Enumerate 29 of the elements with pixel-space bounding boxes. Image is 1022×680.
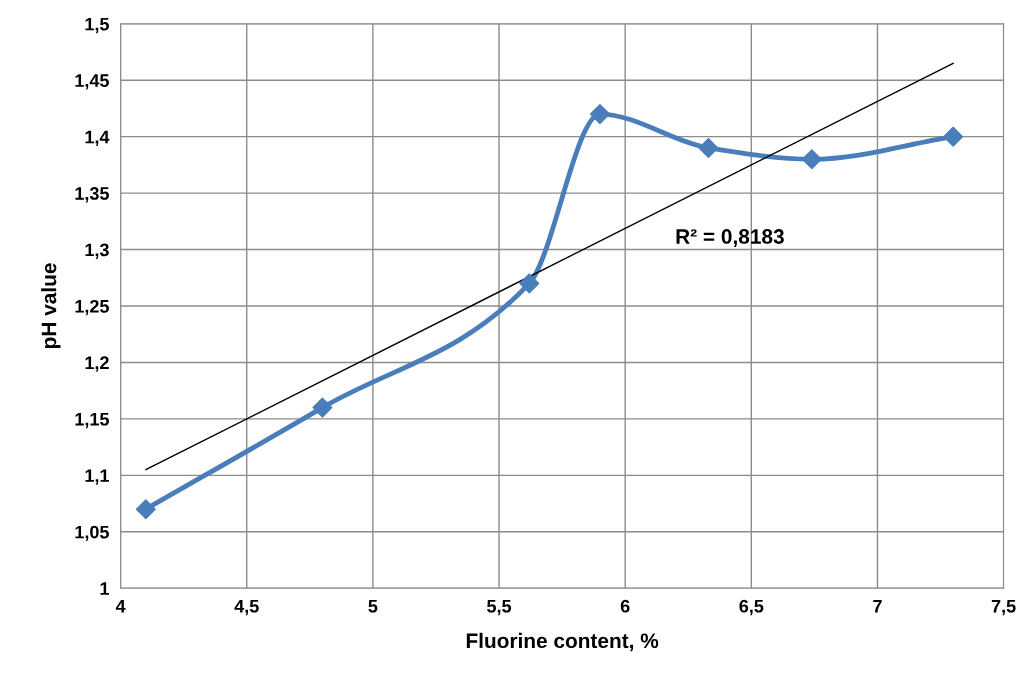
y-tick-label: 1,05 <box>75 525 109 542</box>
y-tick-label: 1,25 <box>75 299 109 316</box>
y-tick-label: 1,5 <box>85 17 109 34</box>
point <box>801 149 822 170</box>
x-tick-label: 4,5 <box>234 599 259 616</box>
point <box>943 126 964 147</box>
point <box>519 273 540 294</box>
y-tick-label: 1,4 <box>85 130 110 147</box>
x-tick-label: 7,5 <box>991 599 1016 616</box>
x-tick-label: 6,5 <box>739 599 764 616</box>
y-tick-label: 1,45 <box>75 74 109 90</box>
x-tick-label: 6 <box>620 599 630 613</box>
point <box>135 499 156 520</box>
y-tick-label: 1,2 <box>85 356 109 372</box>
point <box>312 397 333 418</box>
point <box>698 137 719 158</box>
x-tick-label: 4 <box>115 599 126 613</box>
x-tick-label: 7 <box>873 599 882 613</box>
x-tick-label: 5,5 <box>487 599 512 616</box>
x-axis-title: Fluorine content, % <box>466 632 659 652</box>
annotation: R² = 0,8183 <box>676 229 784 247</box>
y-tick-label: 1,35 <box>75 187 109 203</box>
point <box>589 104 610 125</box>
x-tick-label: 5 <box>368 599 378 613</box>
y-tick-label: 1,1 <box>85 469 109 485</box>
y-tick-label: 1 <box>100 582 109 595</box>
y-tick-label: 1,3 <box>85 243 109 259</box>
y-axis-title: pH value <box>41 263 61 349</box>
y-tick-label: 1,15 <box>75 413 109 429</box>
